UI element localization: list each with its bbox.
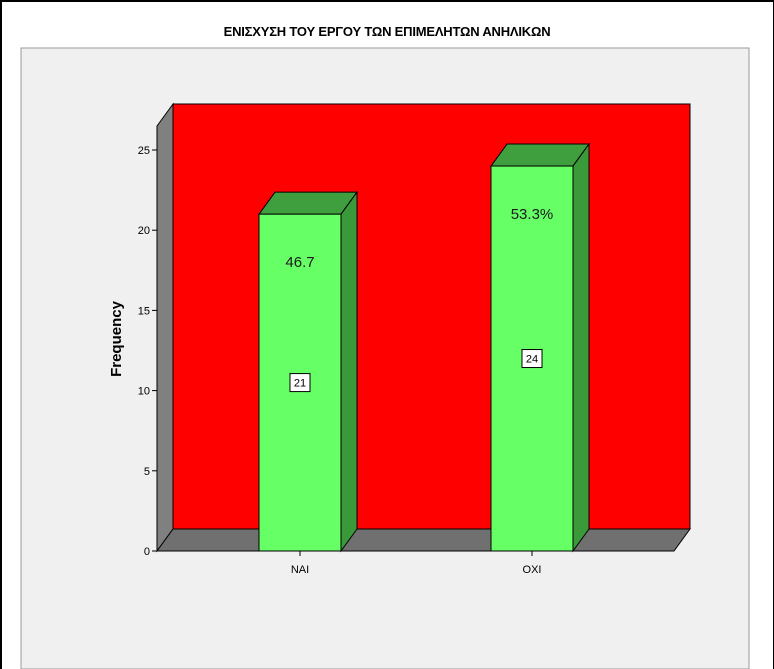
y-axis-title: Frequency: [108, 300, 125, 377]
y-tick-label: 15: [138, 305, 150, 317]
y-tick-label: 10: [138, 386, 150, 398]
bar-count-label: 24: [526, 354, 538, 366]
bar-top-face: [258, 191, 358, 215]
chart-title: ΕΝΙΣΧΥΣΗ ΤΟΥ ΕΡΓΟΥ ΤΩΝ ΕΠΙΜΕΛΗΤΩΝ ΑΝΗΛΙΚ…: [223, 24, 551, 39]
x-tick-label: ΝΑΙ: [291, 564, 309, 576]
bar-side-face: [340, 190, 358, 553]
plot-back-wall: [172, 103, 691, 530]
plot-floor: [156, 528, 691, 552]
y-tick-label: 0: [144, 546, 150, 558]
x-tick-label: ΟΧΙ: [523, 564, 542, 576]
bar-count-label: 21: [294, 378, 306, 390]
bar-count-box: [289, 373, 311, 393]
bar-percent-label: 53.3%: [511, 206, 554, 223]
y-tick-label: 5: [144, 466, 150, 478]
y-tick-label: 20: [138, 225, 150, 237]
bar-ΝΑΙ: 46.7 21: [258, 190, 358, 553]
bar-percent-label: 46.7: [285, 254, 314, 271]
y-tick-label: 25: [138, 145, 150, 157]
bar-ΟΧΙ: 53.3% 24: [490, 142, 590, 553]
bar-count-box: [521, 349, 543, 369]
bar-side-face: [572, 142, 590, 553]
bar-top-face: [490, 143, 590, 167]
plot-side-wall: [156, 102, 174, 553]
